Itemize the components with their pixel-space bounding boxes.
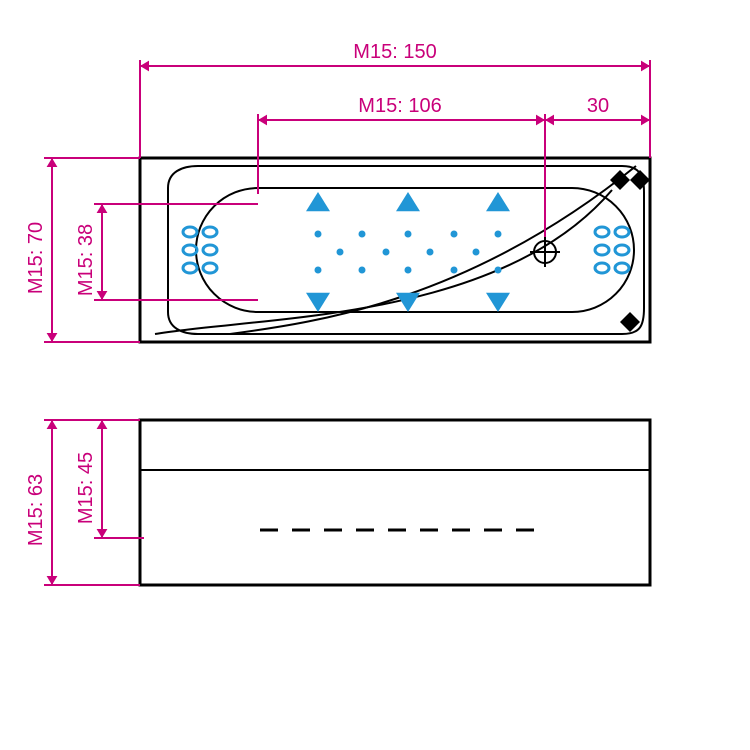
control-diamond <box>620 312 640 332</box>
side-jet <box>183 227 197 237</box>
floor-jet-dot <box>451 231 458 238</box>
side-jet <box>615 245 629 255</box>
floor-jet-dot <box>315 231 322 238</box>
control-diamond <box>630 170 650 190</box>
floor-jet-dot <box>427 249 434 256</box>
floor-jet-tri <box>396 192 420 211</box>
side-jet <box>595 245 609 255</box>
floor-jet-dot <box>359 267 366 274</box>
floor-jet-dot <box>315 267 322 274</box>
floor-jet-dot <box>383 249 390 256</box>
side-view-rect <box>140 420 650 585</box>
floor-jet-tri <box>306 192 330 211</box>
dim-label: M15: 38 <box>75 224 97 296</box>
dim-label: M15: 150 <box>353 41 436 63</box>
floor-jet-tri <box>306 293 330 312</box>
dim-label: 30 <box>587 95 609 117</box>
floor-jet-dot <box>405 267 412 274</box>
dim-label: M15: 63 <box>25 474 47 546</box>
floor-jet-tri <box>486 192 510 211</box>
side-jet <box>183 245 197 255</box>
side-jet <box>203 227 217 237</box>
side-jet <box>595 227 609 237</box>
floor-jet-dot <box>473 249 480 256</box>
dim-label: M15: 70 <box>25 222 47 294</box>
floor-jet-dot <box>359 231 366 238</box>
side-jet <box>595 263 609 273</box>
curve <box>230 166 636 334</box>
side-jet <box>615 227 629 237</box>
floor-jet-dot <box>405 231 412 238</box>
side-jet <box>183 263 197 273</box>
side-jet <box>615 263 629 273</box>
floor-jet-dot <box>495 267 502 274</box>
floor-jet-dot <box>337 249 344 256</box>
side-jet <box>203 263 217 273</box>
floor-jet-dot <box>495 231 502 238</box>
dim-label: M15: 45 <box>75 452 97 524</box>
floor-jet-tri <box>486 293 510 312</box>
floor-jet-tri <box>396 293 420 312</box>
dim-label: M15: 106 <box>358 95 441 117</box>
technical-drawing: M15: 150 M15: 106 30 M15: 70 M15: 38 M15: 63 M… <box>0 0 750 750</box>
floor-jet-dot <box>451 267 458 274</box>
side-jet <box>203 245 217 255</box>
